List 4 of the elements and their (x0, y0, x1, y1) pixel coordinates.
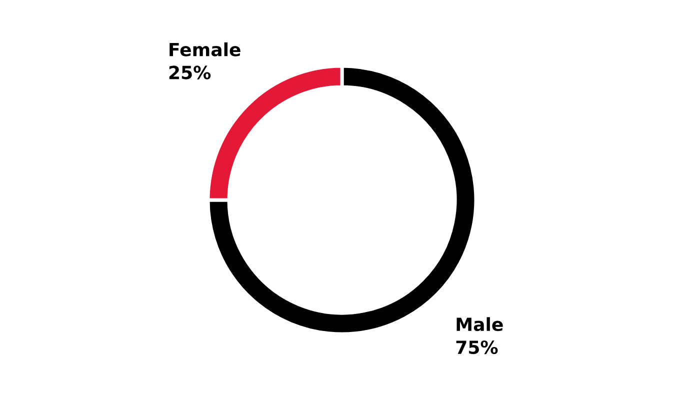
slice-label: Female (170, 42, 240, 56)
slice-label: Male (456, 317, 503, 332)
data-label: 25% (169, 66, 211, 80)
data-label: 75% (456, 340, 498, 354)
